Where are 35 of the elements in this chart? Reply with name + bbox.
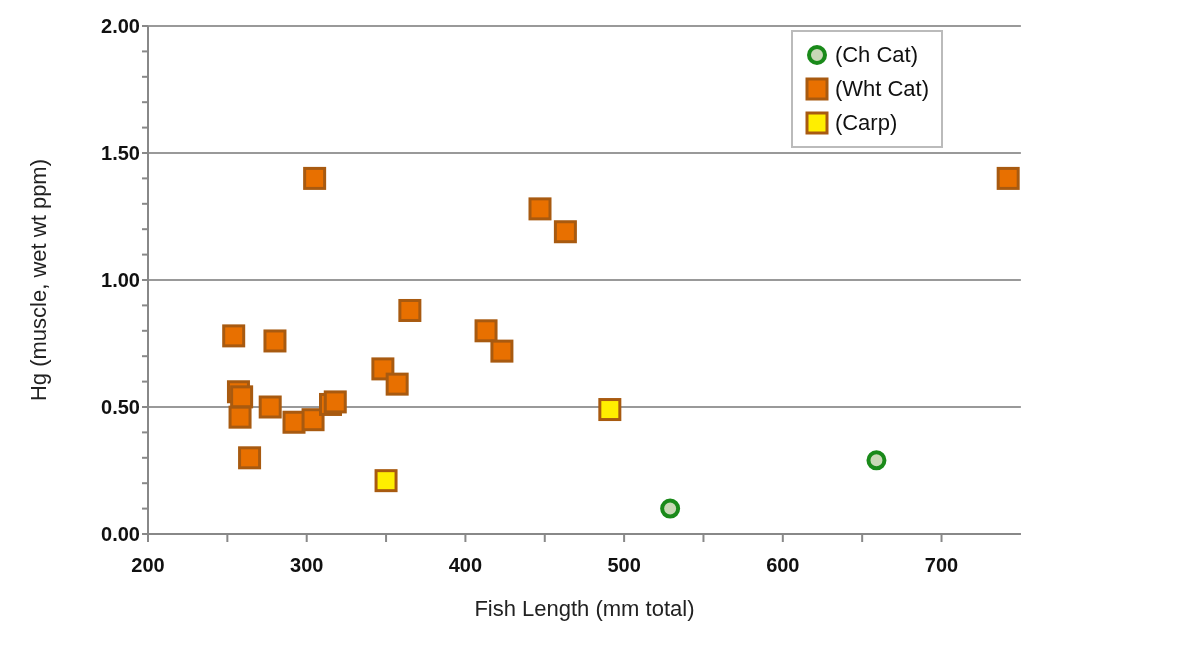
point — [222, 324, 246, 348]
point — [374, 469, 398, 493]
point — [301, 408, 325, 432]
point — [263, 329, 287, 353]
legend-label: (Wht Cat) — [834, 75, 929, 103]
point — [553, 220, 577, 244]
x-tick-label: 700 — [924, 554, 959, 577]
point — [660, 498, 681, 519]
legend-label: (Carp) — [834, 109, 898, 137]
point — [228, 405, 252, 429]
point — [528, 197, 552, 221]
y-tick-label: 2.00 — [101, 15, 140, 38]
point — [238, 446, 262, 470]
y-tick-label: 1.00 — [101, 269, 140, 292]
y-tick-label: 0.00 — [101, 523, 140, 546]
point — [474, 319, 498, 343]
x-axis-title: Fish Length (mm total) — [474, 596, 695, 621]
point — [866, 450, 887, 471]
point — [303, 166, 327, 190]
point — [258, 395, 282, 419]
point — [598, 398, 622, 422]
y-axis-title: Hg (muscle, wet wt ppm) — [25, 158, 51, 402]
x-tick-label: 300 — [290, 554, 324, 577]
x-tick-label: 500 — [607, 554, 641, 577]
x-tick-label: 200 — [131, 554, 165, 577]
point — [230, 385, 254, 409]
point — [385, 372, 409, 396]
point — [398, 298, 422, 322]
x-tick-label: 600 — [766, 554, 800, 577]
y-tick-label: 1.50 — [101, 142, 140, 165]
y-tick-label: 0.50 — [101, 396, 140, 419]
point — [996, 166, 1020, 190]
legend-label: (Ch Cat) — [834, 41, 918, 69]
x-tick-label: 400 — [448, 554, 483, 577]
point — [490, 339, 514, 363]
